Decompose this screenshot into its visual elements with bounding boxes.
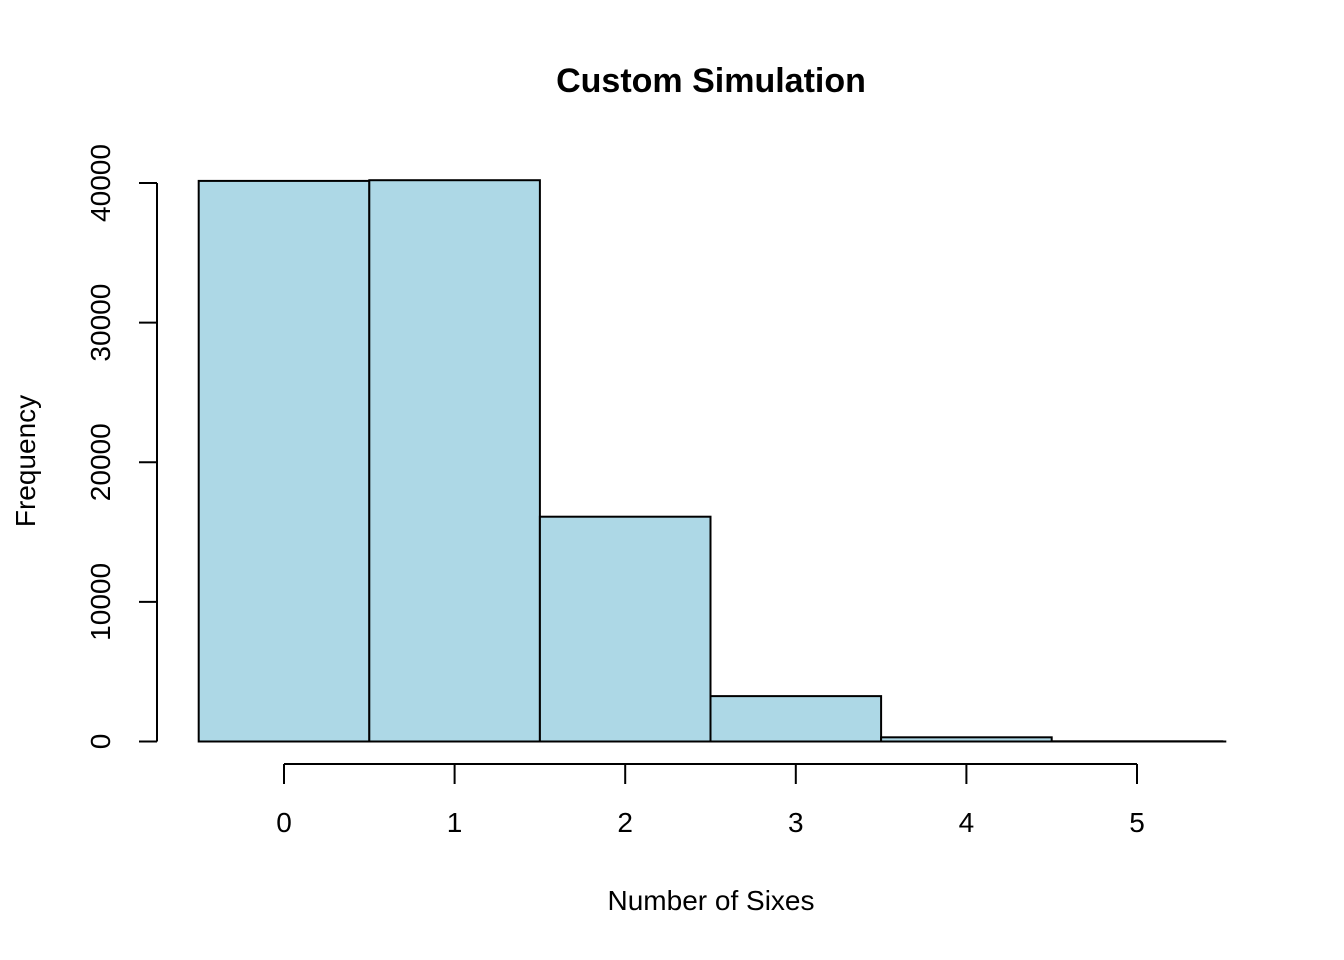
- y-tick-label: 0: [85, 734, 116, 750]
- bar-2: [538, 515, 712, 743]
- y-tick-label: 30000: [85, 284, 116, 362]
- y-axis: 0 10000 20000 30000 40000: [85, 144, 158, 750]
- x-tick-label: 0: [276, 807, 292, 838]
- x-axis: 0 1 2 3 4 5: [276, 763, 1145, 838]
- x-tick-label: 5: [1129, 807, 1145, 838]
- x-axis-label: Number of Sixes: [608, 885, 815, 916]
- chart-title: Custom Simulation: [556, 62, 866, 100]
- bar-0: [197, 179, 371, 743]
- y-tick-label: 10000: [85, 563, 116, 641]
- y-axis-label: Frequency: [10, 395, 41, 527]
- x-tick-label: 1: [447, 807, 463, 838]
- y-tick-label: 40000: [85, 144, 116, 222]
- x-tick-label: 4: [959, 807, 975, 838]
- bars-group: [197, 179, 1227, 743]
- x-tick-label: 2: [617, 807, 633, 838]
- bar-1: [368, 179, 541, 743]
- y-tick-label: 20000: [85, 423, 116, 501]
- bar-3: [709, 695, 883, 743]
- x-tick-label: 3: [788, 807, 804, 838]
